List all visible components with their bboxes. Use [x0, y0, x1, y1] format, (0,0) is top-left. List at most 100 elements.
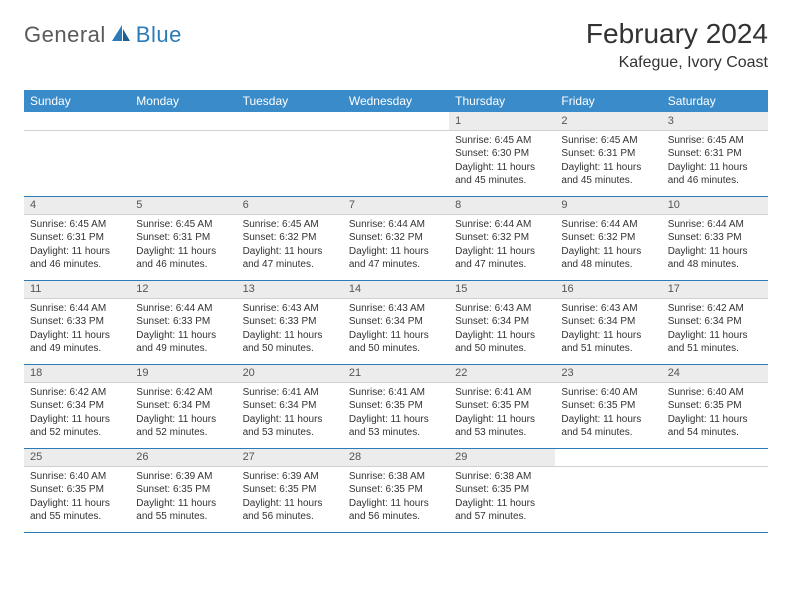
daylight-text-1: Daylight: 11 hours: [561, 413, 655, 427]
sunset-text: Sunset: 6:31 PM: [30, 231, 124, 245]
month-title: February 2024: [586, 18, 768, 50]
day-number: 9: [555, 196, 661, 214]
day-number: 13: [237, 280, 343, 298]
daylight-text-2: and 45 minutes.: [455, 174, 549, 188]
sunrise-text: Sunrise: 6:43 AM: [349, 302, 443, 316]
sunrise-text: Sunrise: 6:43 AM: [243, 302, 337, 316]
day-cell: Sunrise: 6:43 AMSunset: 6:34 PMDaylight:…: [343, 298, 449, 364]
daylight-text-1: Daylight: 11 hours: [243, 497, 337, 511]
sunrise-text: Sunrise: 6:45 AM: [30, 218, 124, 232]
dow-monday: Monday: [130, 90, 236, 112]
daylight-text-2: and 51 minutes.: [561, 342, 655, 356]
daylight-text-2: and 46 minutes.: [30, 258, 124, 272]
sunset-text: Sunset: 6:35 PM: [30, 483, 124, 497]
day-cell: Sunrise: 6:45 AMSunset: 6:32 PMDaylight:…: [237, 214, 343, 280]
day-cell: Sunrise: 6:44 AMSunset: 6:32 PMDaylight:…: [449, 214, 555, 280]
daylight-text-2: and 56 minutes.: [349, 510, 443, 524]
daylight-text-1: Daylight: 11 hours: [561, 161, 655, 175]
sunset-text: Sunset: 6:33 PM: [30, 315, 124, 329]
day-number: 3: [662, 112, 768, 130]
sunset-text: Sunset: 6:34 PM: [349, 315, 443, 329]
sunrise-text: Sunrise: 6:44 AM: [30, 302, 124, 316]
sunset-text: Sunset: 6:35 PM: [349, 399, 443, 413]
daylight-text-1: Daylight: 11 hours: [136, 329, 230, 343]
day-cell: Sunrise: 6:45 AMSunset: 6:30 PMDaylight:…: [449, 130, 555, 196]
sunset-text: Sunset: 6:32 PM: [243, 231, 337, 245]
sunset-text: Sunset: 6:33 PM: [668, 231, 762, 245]
daylight-text-1: Daylight: 11 hours: [455, 329, 549, 343]
day-number: 10: [662, 196, 768, 214]
daylight-text-1: Daylight: 11 hours: [30, 413, 124, 427]
daylight-text-2: and 54 minutes.: [668, 426, 762, 440]
day-cell: Sunrise: 6:38 AMSunset: 6:35 PMDaylight:…: [343, 466, 449, 532]
sunrise-text: Sunrise: 6:43 AM: [455, 302, 549, 316]
daylight-text-2: and 52 minutes.: [136, 426, 230, 440]
day-info-row: Sunrise: 6:40 AMSunset: 6:35 PMDaylight:…: [24, 466, 768, 532]
day-info-row: Sunrise: 6:44 AMSunset: 6:33 PMDaylight:…: [24, 298, 768, 364]
day-number: 17: [662, 280, 768, 298]
sunset-text: Sunset: 6:34 PM: [561, 315, 655, 329]
sunset-text: Sunset: 6:31 PM: [561, 147, 655, 161]
daylight-text-1: Daylight: 11 hours: [455, 161, 549, 175]
sunrise-text: Sunrise: 6:40 AM: [668, 386, 762, 400]
daylight-text-1: Daylight: 11 hours: [136, 245, 230, 259]
daylight-text-2: and 49 minutes.: [30, 342, 124, 356]
sunset-text: Sunset: 6:35 PM: [455, 399, 549, 413]
sunrise-text: Sunrise: 6:39 AM: [136, 470, 230, 484]
daylight-text-2: and 56 minutes.: [243, 510, 337, 524]
daylight-text-1: Daylight: 11 hours: [349, 497, 443, 511]
day-cell: Sunrise: 6:44 AMSunset: 6:32 PMDaylight:…: [555, 214, 661, 280]
daylight-text-2: and 54 minutes.: [561, 426, 655, 440]
day-number: [662, 448, 768, 466]
daylight-text-2: and 45 minutes.: [561, 174, 655, 188]
daylight-text-2: and 47 minutes.: [349, 258, 443, 272]
calendar-table: Sunday Monday Tuesday Wednesday Thursday…: [24, 90, 768, 533]
day-number: 26: [130, 448, 236, 466]
daylight-text-1: Daylight: 11 hours: [243, 245, 337, 259]
sunset-text: Sunset: 6:33 PM: [243, 315, 337, 329]
daylight-text-2: and 49 minutes.: [136, 342, 230, 356]
day-cell: Sunrise: 6:40 AMSunset: 6:35 PMDaylight:…: [662, 382, 768, 448]
day-cell: [555, 466, 661, 532]
daylight-text-1: Daylight: 11 hours: [561, 329, 655, 343]
location: Kafegue, Ivory Coast: [586, 54, 768, 72]
daylight-text-1: Daylight: 11 hours: [243, 329, 337, 343]
day-number-row: 123: [24, 112, 768, 130]
day-cell: Sunrise: 6:45 AMSunset: 6:31 PMDaylight:…: [662, 130, 768, 196]
daylight-text-1: Daylight: 11 hours: [455, 497, 549, 511]
day-number: 16: [555, 280, 661, 298]
day-cell: [237, 130, 343, 196]
sunset-text: Sunset: 6:35 PM: [349, 483, 443, 497]
dow-friday: Friday: [555, 90, 661, 112]
day-cell: Sunrise: 6:40 AMSunset: 6:35 PMDaylight:…: [24, 466, 130, 532]
daylight-text-1: Daylight: 11 hours: [243, 413, 337, 427]
daylight-text-1: Daylight: 11 hours: [136, 497, 230, 511]
daylight-text-2: and 50 minutes.: [455, 342, 549, 356]
sunrise-text: Sunrise: 6:40 AM: [561, 386, 655, 400]
daylight-text-2: and 48 minutes.: [668, 258, 762, 272]
logo-sail-icon: [110, 23, 132, 48]
day-number: 27: [237, 448, 343, 466]
day-cell: Sunrise: 6:38 AMSunset: 6:35 PMDaylight:…: [449, 466, 555, 532]
sunrise-text: Sunrise: 6:38 AM: [455, 470, 549, 484]
sunset-text: Sunset: 6:33 PM: [136, 315, 230, 329]
day-number: 20: [237, 364, 343, 382]
dow-tuesday: Tuesday: [237, 90, 343, 112]
sunrise-text: Sunrise: 6:44 AM: [668, 218, 762, 232]
sunset-text: Sunset: 6:32 PM: [561, 231, 655, 245]
day-cell: Sunrise: 6:45 AMSunset: 6:31 PMDaylight:…: [24, 214, 130, 280]
day-cell: [130, 130, 236, 196]
day-number: 18: [24, 364, 130, 382]
day-cell: [662, 466, 768, 532]
day-number: 19: [130, 364, 236, 382]
daylight-text-1: Daylight: 11 hours: [30, 497, 124, 511]
daylight-text-2: and 53 minutes.: [349, 426, 443, 440]
daylight-text-1: Daylight: 11 hours: [136, 413, 230, 427]
sunrise-text: Sunrise: 6:42 AM: [136, 386, 230, 400]
day-number: [343, 112, 449, 130]
daylight-text-1: Daylight: 11 hours: [30, 329, 124, 343]
day-number: [24, 112, 130, 130]
day-number: 4: [24, 196, 130, 214]
daylight-text-1: Daylight: 11 hours: [668, 161, 762, 175]
sunrise-text: Sunrise: 6:41 AM: [349, 386, 443, 400]
